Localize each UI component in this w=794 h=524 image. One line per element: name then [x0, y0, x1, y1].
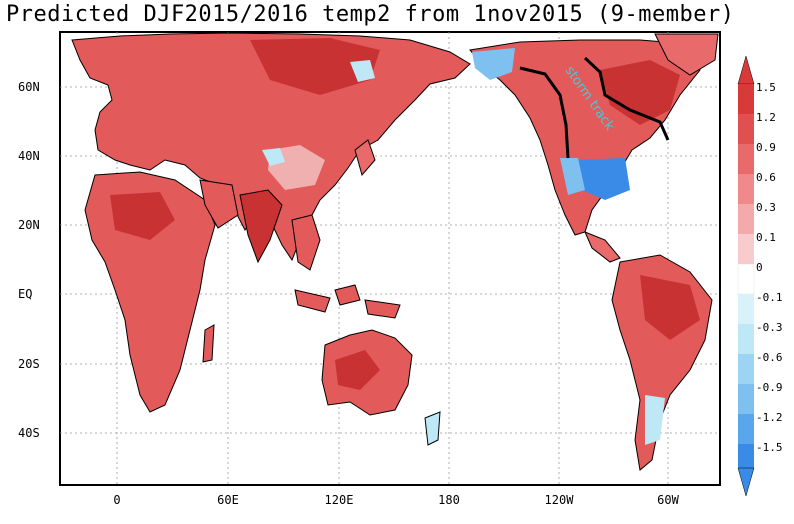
lat-label: 20S — [18, 357, 40, 371]
colorbar-swatch — [737, 263, 755, 295]
region-siberia-cool — [350, 60, 375, 82]
colorbar-label: 1.2 — [756, 111, 776, 124]
colorbar-label: 0 — [756, 261, 763, 274]
region-greenland — [654, 33, 719, 76]
colorbar-label: -0.9 — [756, 381, 783, 394]
lat-label: 20N — [18, 218, 40, 232]
region-us-southeast-cool — [575, 158, 630, 200]
colorbar-label: 1.5 — [756, 81, 776, 94]
colorbar-label: -1.2 — [756, 411, 783, 424]
landmass-central-america — [584, 231, 621, 263]
region-canada-warm — [600, 60, 680, 125]
lon-label: 60E — [217, 493, 239, 507]
colorbar — [737, 56, 755, 496]
colorbar-label: 0.9 — [756, 141, 776, 154]
landmass-india — [239, 189, 283, 264]
jet-stream-contour — [519, 66, 570, 159]
landmass-new-guinea — [364, 299, 401, 319]
colorbar-label: 0.3 — [756, 201, 776, 214]
landmass-indochina — [291, 214, 321, 271]
colorbar-label: 0.6 — [756, 171, 776, 184]
colorbar-label: -0.1 — [756, 291, 783, 304]
landmass-arabia — [199, 179, 239, 229]
colorbar-swatch — [738, 294, 754, 324]
colorbar-swatch — [738, 84, 754, 114]
lon-label: 60W — [657, 493, 679, 507]
lat-label: 40N — [18, 149, 40, 163]
landmass-eurasia — [71, 32, 471, 262]
region-siberia-warm — [250, 38, 380, 95]
colorbar-swatch — [738, 204, 754, 234]
colorbar-swatch — [738, 414, 754, 444]
colorbar-swatch — [738, 144, 754, 174]
landmass-indonesia-2 — [334, 284, 361, 306]
landmass-indonesia-1 — [294, 289, 331, 313]
region-alaska-cool — [472, 48, 515, 80]
lon-label: 0 — [113, 493, 121, 507]
colorbar-swatch — [738, 234, 754, 264]
colorbar-swatch — [738, 354, 754, 384]
colorbar-swatch — [738, 384, 754, 414]
colorbar-label: -0.6 — [756, 351, 783, 364]
jet-stream-contour — [583, 56, 670, 141]
lon-label: 120W — [544, 493, 574, 507]
colorbar-swatch — [738, 444, 754, 468]
lat-label: 60N — [18, 80, 40, 94]
colorbar-label: 0.1 — [756, 231, 776, 244]
colorbar-swatch — [738, 174, 754, 204]
lon-label: 180 — [438, 493, 460, 507]
region-sahara-warm — [110, 192, 175, 240]
colorbar-label: -0.3 — [756, 321, 783, 334]
colorbar-swatch — [738, 114, 754, 144]
landmass-japan — [354, 139, 376, 177]
region-patagonia-cool — [645, 395, 665, 445]
colorbar-bottom-arrow — [737, 467, 755, 496]
landmass-new-zealand — [424, 411, 441, 446]
lat-label: 40S — [18, 426, 40, 440]
map-title: Predicted DJF2015/2016 temp2 from 1nov20… — [6, 2, 735, 27]
lon-label: 120E — [324, 493, 354, 507]
lat-label: EQ — [18, 287, 33, 301]
region-australia-warm — [335, 350, 380, 390]
landmass-madagascar — [202, 324, 215, 363]
colorbar-label: -1.5 — [756, 441, 783, 454]
colorbar-swatch — [738, 324, 754, 354]
region-south-america-warm — [640, 275, 700, 340]
region-himalaya-cool — [262, 148, 285, 166]
colorbar-top-arrow — [737, 56, 755, 85]
region-us-central-cool — [560, 158, 585, 195]
